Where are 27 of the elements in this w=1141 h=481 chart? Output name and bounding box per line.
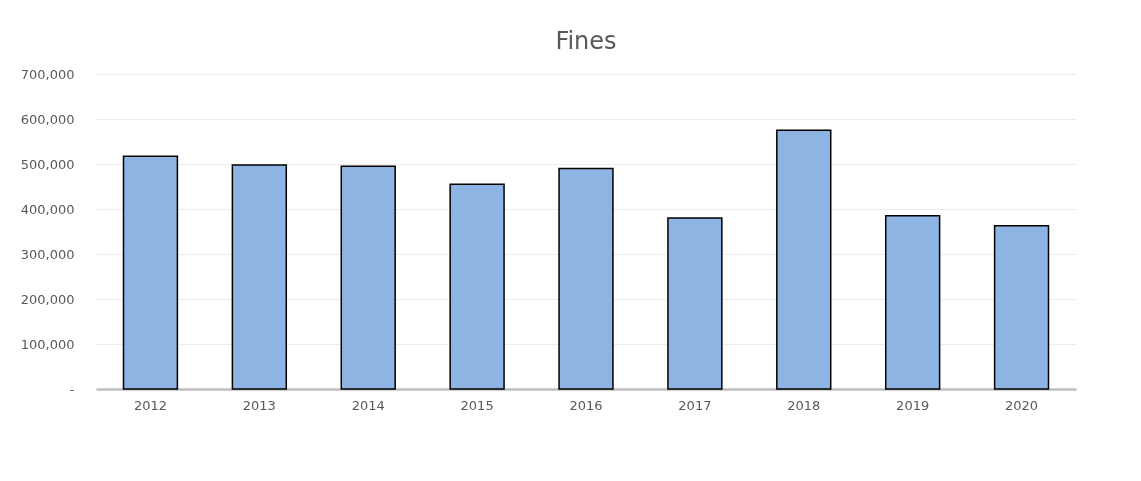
x-tick-label: 2014: [351, 397, 385, 413]
y-tick-label: 100,000: [20, 336, 75, 352]
y-tick-label: 300,000: [20, 246, 75, 262]
x-tick-label: 2015: [460, 397, 494, 413]
bar: [993, 224, 1050, 390]
bar: [558, 167, 614, 390]
x-tick-label: 2019: [896, 397, 930, 413]
chart-title: Fines: [555, 27, 617, 55]
bar: [449, 183, 505, 390]
x-tick-label: 2020: [1005, 397, 1039, 413]
bar: [776, 129, 832, 390]
y-tick-label: 700,000: [20, 66, 75, 82]
bar: [340, 165, 396, 390]
bar: [667, 217, 723, 390]
x-tick-label: 2016: [569, 397, 603, 413]
y-tick-label: 600,000: [20, 111, 75, 127]
bar: [884, 215, 941, 390]
y-tick-label: 400,000: [20, 201, 75, 217]
x-tick-label: 2017: [678, 397, 712, 413]
bar: [122, 155, 179, 390]
x-tick-label: 2012: [133, 397, 167, 413]
x-tick-label: 2013: [242, 397, 276, 413]
y-tick-label: 200,000: [20, 291, 75, 307]
bar: [231, 164, 288, 390]
y-tick-label: -: [69, 381, 75, 397]
y-tick-label: 500,000: [20, 156, 75, 172]
x-tick-label: 2018: [787, 397, 821, 413]
